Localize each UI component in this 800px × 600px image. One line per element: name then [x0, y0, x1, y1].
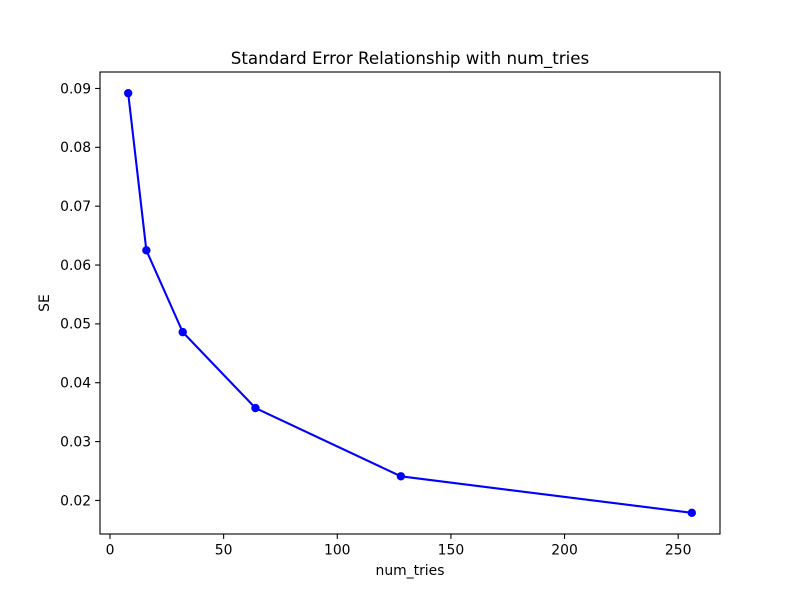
- y-tick-label: 0.08: [60, 140, 91, 156]
- x-tick-label: 250: [665, 543, 692, 559]
- data-point-marker: [123, 88, 133, 98]
- y-tick-label: 0.09: [60, 81, 91, 97]
- x-tick-label: 150: [438, 543, 465, 559]
- x-axis-label: num_tries: [376, 563, 445, 579]
- chart-title: Standard Error Relationship with num_tri…: [231, 48, 589, 69]
- x-tick-label: 200: [551, 543, 578, 559]
- y-tick-label: 0.04: [60, 376, 91, 392]
- x-tick-label: 100: [324, 543, 351, 559]
- data-point-marker: [142, 246, 151, 255]
- y-tick-label: 0.03: [60, 434, 91, 450]
- data-point-marker: [251, 403, 260, 413]
- x-tick-label: 0: [106, 543, 115, 559]
- data-point-marker: [178, 327, 187, 337]
- data-line: [127, 93, 692, 514]
- y-tick-label: 0.02: [60, 493, 91, 509]
- x-tick-label: 50: [215, 543, 233, 559]
- y-tick-label: 0.06: [60, 258, 91, 274]
- plot-area: 0 50 100 150 200 250 0.02 0.03 0.04 0.05 0.06 0.07 0…: [60, 71, 721, 559]
- y-tick-label: 0.07: [60, 199, 91, 215]
- y-tick-label: 0.05: [60, 317, 91, 333]
- y-axis-label: SE: [37, 294, 53, 312]
- data-point-marker: [687, 508, 697, 518]
- data-point-marker: [396, 472, 406, 481]
- plot-border: [99, 71, 721, 535]
